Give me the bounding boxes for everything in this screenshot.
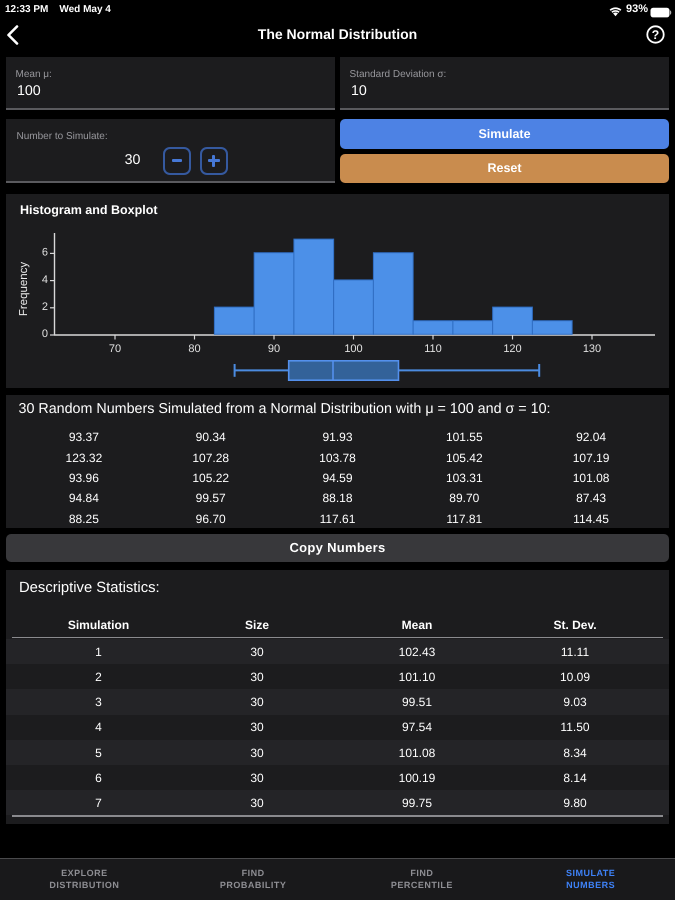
svg-text:120: 120 [503,343,521,355]
svg-text:?: ? [652,28,660,42]
svg-text:130: 130 [583,343,601,355]
svg-text:70: 70 [109,343,121,355]
svg-text:2: 2 [42,301,48,313]
svg-text:110: 110 [424,343,442,355]
svg-text:4: 4 [42,274,48,286]
svg-text:90: 90 [268,343,280,355]
svg-text:6: 6 [42,247,48,259]
svg-text:80: 80 [188,343,200,355]
svg-text:100: 100 [344,343,362,355]
svg-text:0: 0 [42,328,48,340]
svg-text:Frequency: Frequency [18,262,30,317]
